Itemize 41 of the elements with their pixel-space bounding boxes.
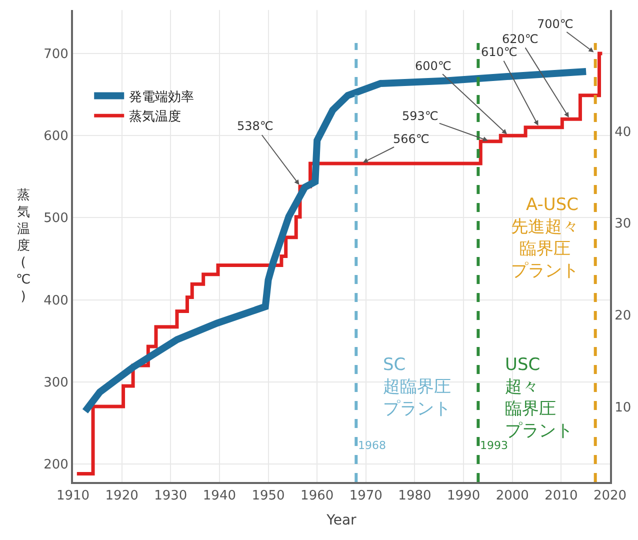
x-tick-label: 1960	[300, 488, 334, 504]
ref-line-label: 1968	[358, 439, 386, 452]
legend-label: 蒸気温度	[129, 108, 182, 125]
annotation: 700℃	[537, 17, 574, 31]
annotation: 620℃	[502, 32, 538, 46]
x-tick-label: 1970	[349, 488, 382, 504]
y-tick-label: 500	[44, 211, 68, 226]
y2-tick-label: 30	[614, 216, 632, 232]
y-tick-label: 300	[44, 375, 68, 390]
y-tick-label: 200	[44, 457, 68, 472]
annotation: 先進超々臨界圧プラント	[511, 217, 579, 282]
annotation: 超臨界圧プラント	[383, 377, 451, 420]
y2-tick-label: 40	[614, 124, 632, 140]
y-tick-label: 700	[44, 47, 68, 62]
annotation: 538℃	[237, 119, 274, 133]
x-axis-title: Year	[326, 512, 357, 528]
annotation: 600℃	[415, 59, 452, 73]
annotation: 超々臨界圧プラント	[505, 377, 573, 442]
y-axis-title: 蒸気温度(℃)	[16, 188, 31, 304]
y-tick-label: 400	[44, 293, 68, 308]
annotation: 593℃	[402, 109, 438, 123]
ref-line-label: 1993	[480, 439, 508, 452]
x-tick-label: 1950	[252, 488, 285, 504]
annotation: SC	[383, 355, 406, 375]
x-tick-label: 1980	[398, 488, 432, 504]
y-tick-label: 600	[44, 129, 68, 144]
x-tick-label: 1920	[105, 488, 138, 504]
annotation: USC	[505, 355, 540, 375]
x-tick-label: 1940	[202, 488, 236, 504]
annotation: A-USC	[526, 195, 578, 215]
annotation: 610℃	[481, 45, 518, 59]
x-tick-label: 2020	[593, 488, 627, 504]
annotation: 566℃	[393, 132, 430, 146]
y2-tick-label: 10	[614, 400, 632, 416]
x-tick-label: 2010	[544, 488, 578, 504]
x-tick-label: 1930	[154, 488, 188, 504]
legend-label: 発電端効率	[129, 88, 194, 105]
x-tick-label: 1910	[56, 488, 90, 504]
y2-tick-label: 20	[614, 308, 632, 324]
x-tick-label: 2000	[496, 488, 529, 504]
x-tick-label: 1990	[447, 488, 480, 504]
